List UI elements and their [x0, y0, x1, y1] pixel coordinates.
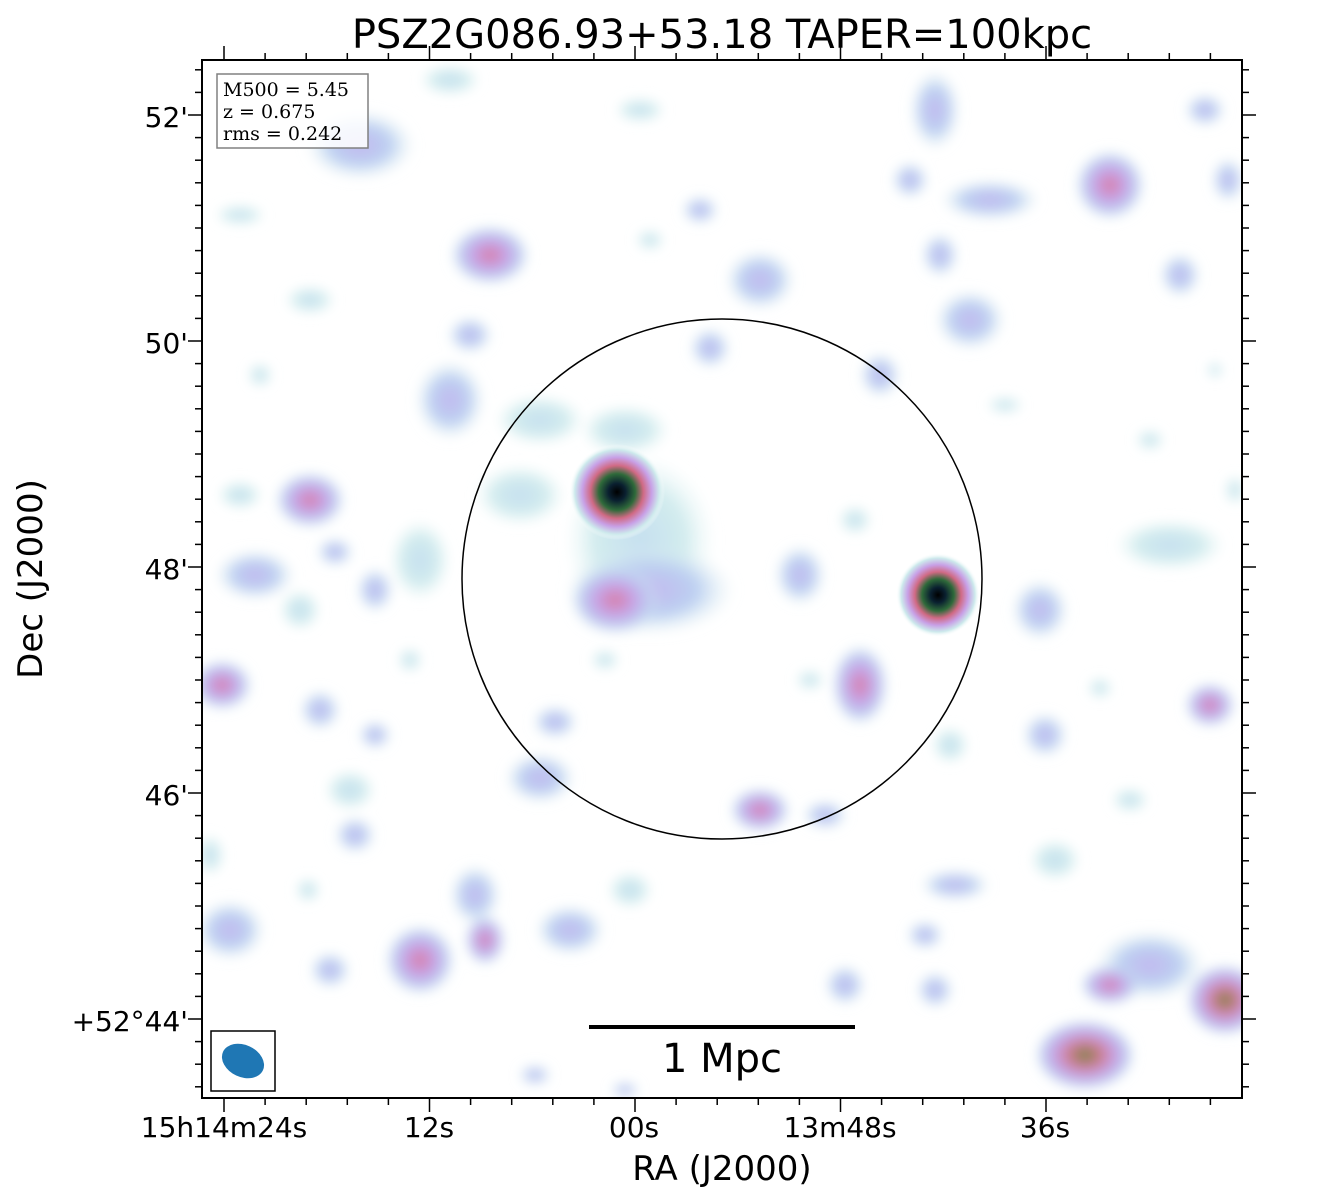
y-tick-label: +52°44'	[72, 1005, 188, 1038]
info-redshift: z = 0.675	[223, 101, 315, 123]
y-tick-label: 48'	[145, 553, 188, 586]
info-rms: rms = 0.242	[223, 123, 342, 145]
info-mass: M500 = 5.45	[223, 79, 349, 101]
plot-frame	[201, 59, 1243, 1099]
y-tick-label: 46'	[145, 779, 188, 812]
scale-bar: 1 Mpc	[589, 1025, 855, 1082]
x-tick-label: 12s	[404, 1111, 454, 1144]
beam-box	[210, 1030, 276, 1092]
y-axis-label: Dec (J2000)	[11, 479, 51, 679]
x-tick-label: 36s	[1020, 1111, 1070, 1144]
y-tick-label: 50'	[145, 327, 188, 360]
r500-circle	[461, 318, 983, 840]
central-diffuse-emission	[565, 405, 735, 635]
chart-title: PSZ2G086.93+53.18 TAPER=100kpc	[352, 12, 1092, 58]
x-axis-label: RA (J2000)	[632, 1149, 811, 1189]
bright-source-east	[896, 553, 980, 637]
x-tick-label: 13m48s	[783, 1111, 896, 1144]
info-box: M500 = 5.45 z = 0.675 rms = 0.242	[216, 73, 369, 149]
x-tick-labels: 15h14m24s 12s 00s 13m48s 36s	[141, 1111, 1070, 1144]
info-box-frame	[216, 73, 369, 149]
faint-emission	[202, 65, 1242, 1098]
axis-ticks	[188, 46, 1256, 1112]
y-tick-label: 52'	[145, 101, 188, 134]
x-tick-label: 15h14m24s	[141, 1111, 308, 1144]
x-tick-label: 00s	[609, 1111, 659, 1144]
y-tick-labels: 52' 50' 48' 46' +52°44'	[72, 101, 188, 1038]
scale-bar-label: 1 Mpc	[662, 1036, 782, 1082]
beam-ellipse	[221, 1043, 265, 1079]
bright-source-central	[569, 444, 665, 540]
emission-map	[202, 65, 1242, 1098]
